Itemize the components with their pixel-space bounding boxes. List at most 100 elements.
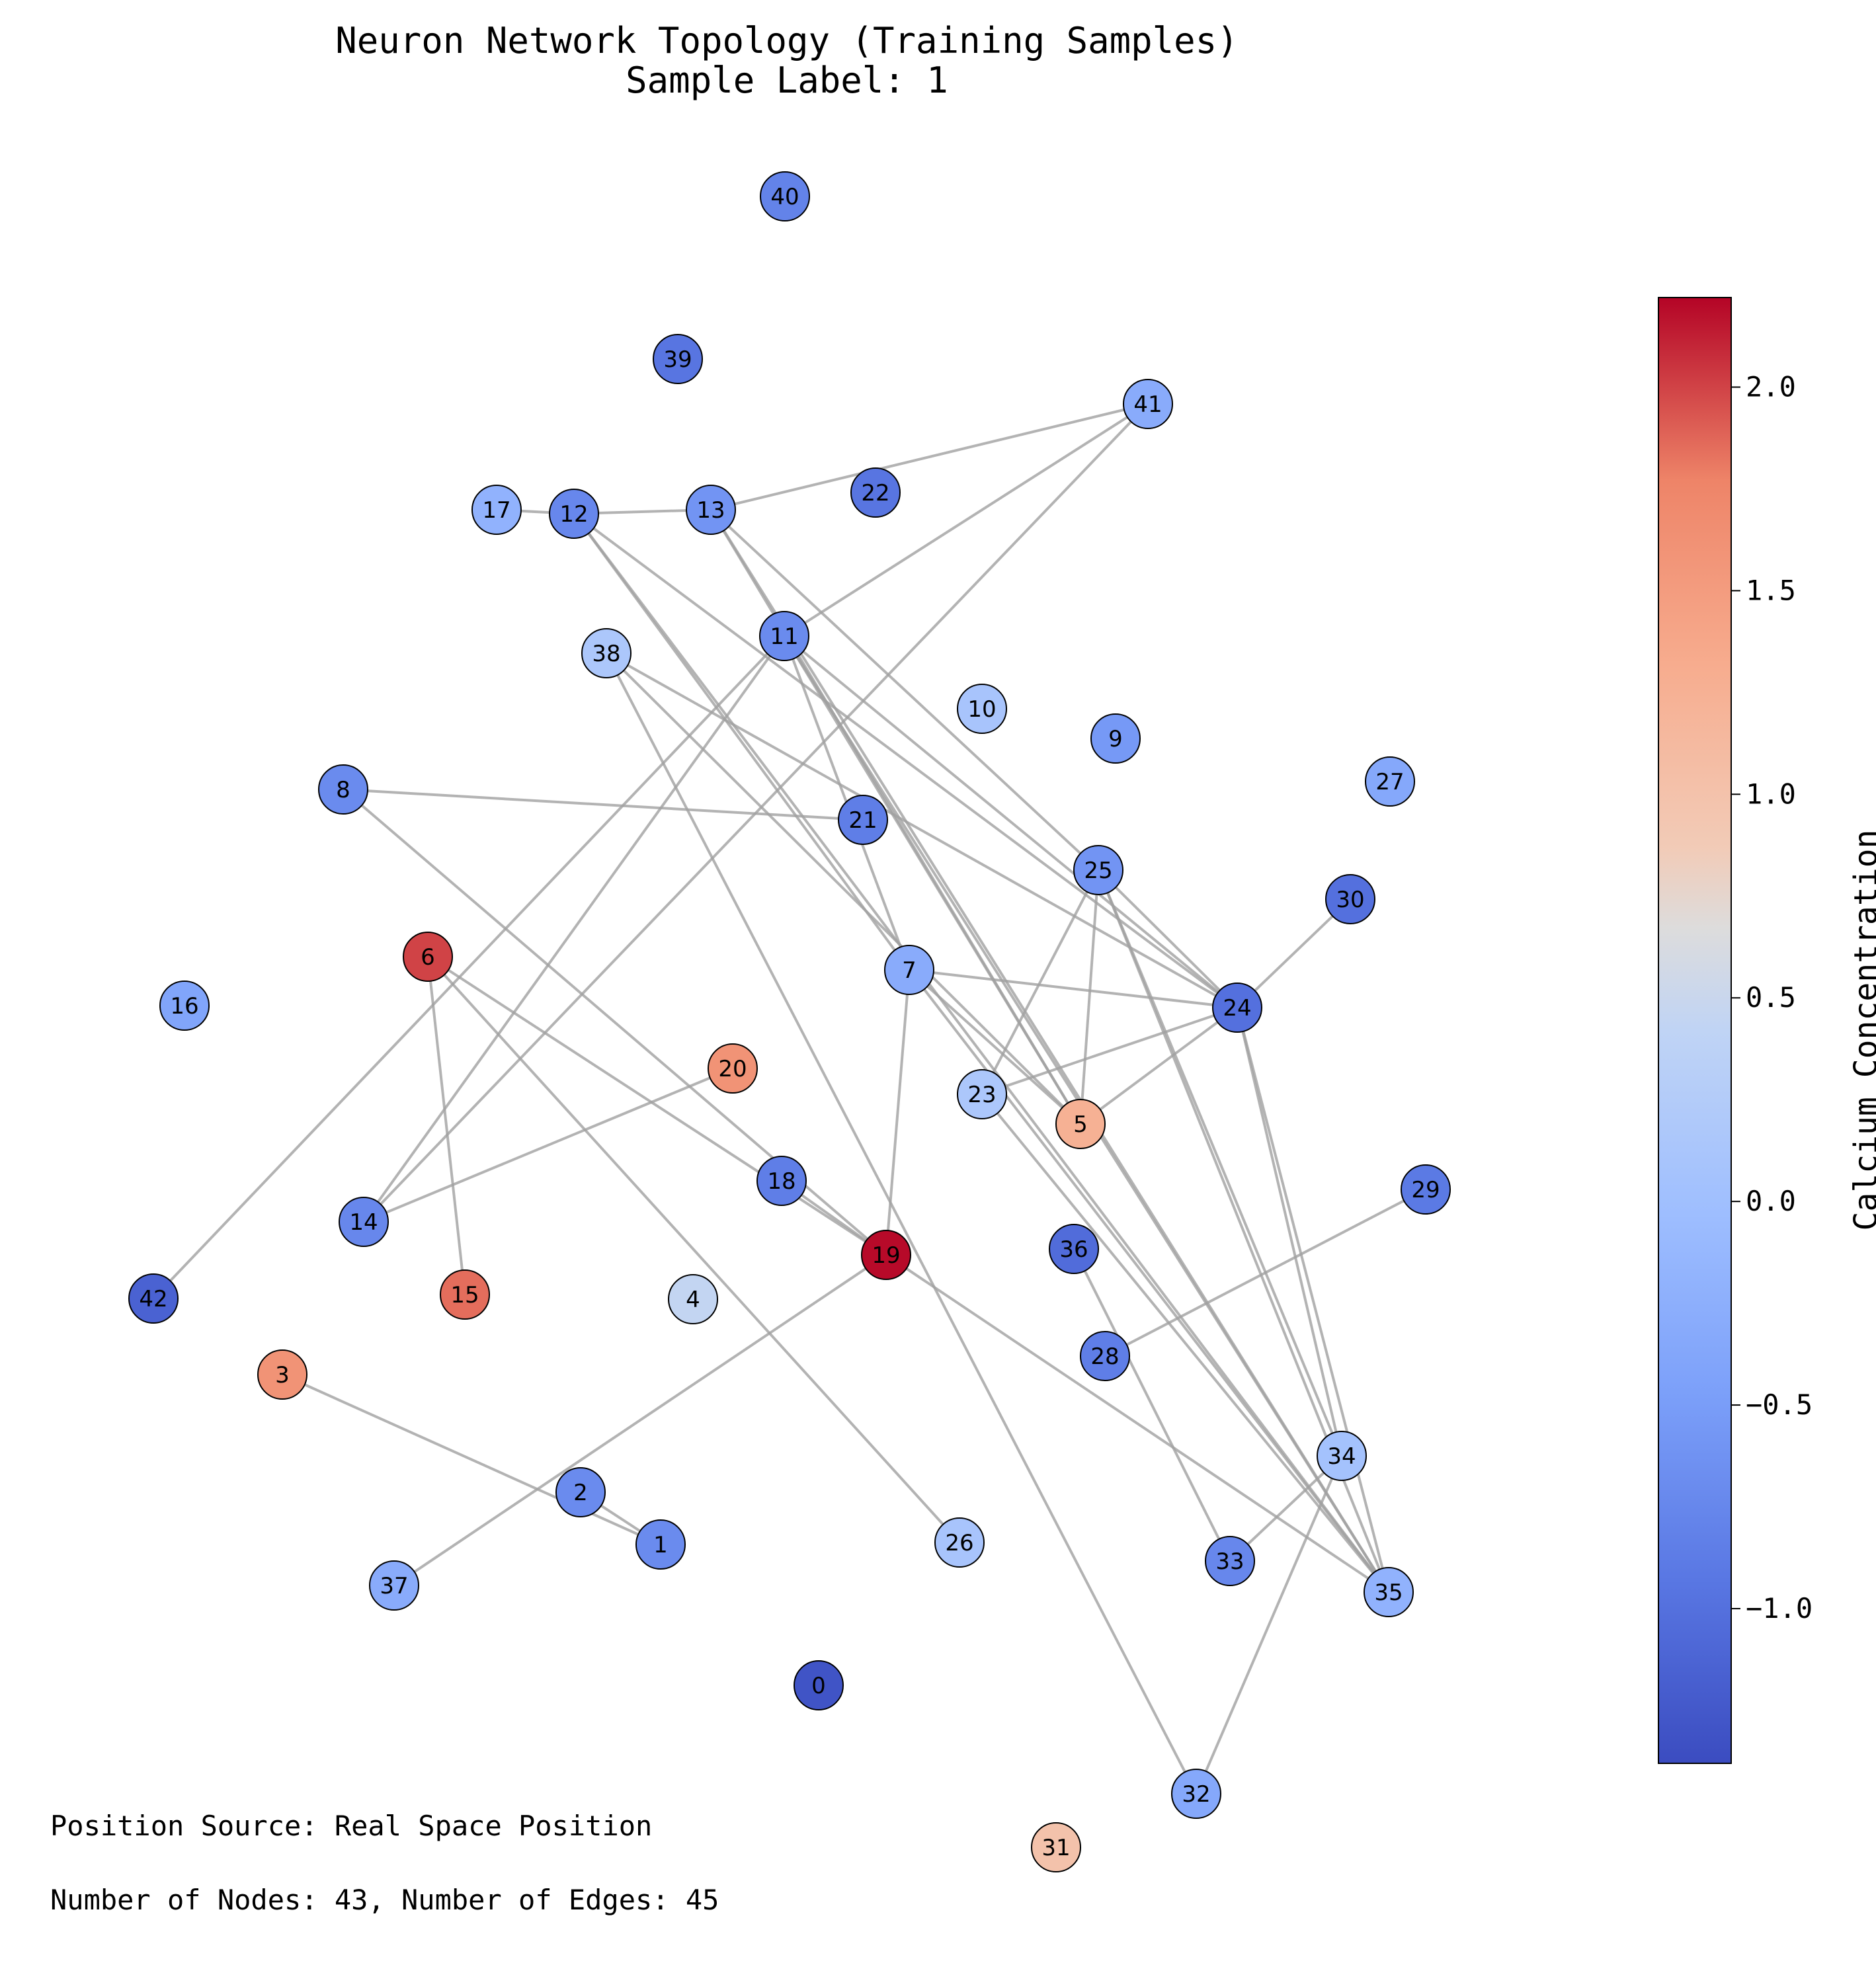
node-circle-3 (257, 1349, 307, 1400)
node-circle-35 (1364, 1567, 1414, 1617)
edge-25-23 (981, 869, 1100, 1095)
node-6: 6 (403, 932, 453, 982)
node-label-4: 4 (686, 1287, 700, 1313)
node-36: 36 (1049, 1224, 1099, 1274)
node-label-3: 3 (275, 1362, 290, 1388)
node-label-17: 17 (482, 497, 510, 524)
node-4: 4 (668, 1274, 718, 1324)
node-label-30: 30 (1336, 887, 1364, 913)
node-label-23: 23 (967, 1082, 996, 1108)
node-circle-31 (1031, 1822, 1081, 1872)
node-circle-33 (1205, 1536, 1255, 1586)
edge-7-35 (908, 969, 1390, 1593)
node-label-12: 12 (559, 501, 588, 528)
node-circle-14 (339, 1197, 389, 1247)
node-3: 3 (257, 1349, 307, 1400)
node-label-38: 38 (592, 641, 620, 667)
edge-24-30 (1236, 898, 1352, 1009)
chart-title-line1: Neuron Network Topology (Training Sample… (335, 20, 1238, 61)
node-circle-15 (440, 1269, 490, 1320)
node-29: 29 (1401, 1164, 1451, 1215)
node-15: 15 (440, 1269, 490, 1320)
chart-title-line2: Sample Label: 1 (626, 60, 948, 101)
colorbar-tick-label: 2.0 (1746, 370, 1796, 403)
node-label-1: 1 (653, 1532, 668, 1558)
edge-38-5 (605, 652, 1082, 1125)
node-label-19: 19 (872, 1242, 900, 1269)
node-9: 9 (1090, 713, 1141, 764)
node-label-13: 13 (696, 497, 725, 524)
edge-13-41 (710, 403, 1149, 511)
edge-25-34 (1097, 869, 1343, 1457)
node-edge-count-text: Number of Nodes: 43, Number of Edges: 45 (50, 1884, 719, 1916)
node-label-7: 7 (902, 957, 917, 984)
edge-12-24 (573, 512, 1239, 1009)
node-circle-1 (635, 1519, 686, 1570)
edge-7-5 (908, 969, 1082, 1125)
node-circle-8 (318, 764, 368, 815)
node-circle-34 (1317, 1431, 1367, 1481)
colorbar-tick-label: −0.5 (1746, 1388, 1813, 1421)
node-circle-38 (581, 628, 632, 678)
edge-3-1 (282, 1373, 661, 1546)
node-label-27: 27 (1375, 769, 1404, 795)
node-1: 1 (635, 1519, 686, 1570)
node-label-20: 20 (718, 1056, 747, 1082)
node-circle-22 (850, 467, 901, 518)
edge-23-35 (981, 1093, 1390, 1593)
node-12: 12 (549, 489, 599, 539)
node-14: 14 (339, 1197, 389, 1247)
node-21: 21 (838, 795, 888, 845)
node-8: 8 (318, 764, 368, 815)
node-circle-4 (668, 1274, 718, 1324)
colorbar-tick-label: 1.5 (1746, 574, 1796, 606)
node-circle-25 (1073, 845, 1123, 895)
node-22: 22 (850, 467, 901, 518)
node-circle-42 (128, 1273, 179, 1324)
node-18: 18 (756, 1156, 807, 1206)
edge-24-23 (981, 1006, 1238, 1096)
node-10: 10 (957, 684, 1007, 734)
node-circle-17 (471, 485, 522, 535)
edge-36-33 (1073, 1248, 1231, 1562)
colorbar-gradient (1658, 297, 1732, 1764)
node-19: 19 (861, 1230, 911, 1280)
node-20: 20 (708, 1043, 758, 1094)
node-25: 25 (1073, 845, 1123, 895)
edge-33-34 (1229, 1455, 1343, 1562)
edge-24-34 (1236, 1007, 1343, 1457)
node-label-8: 8 (336, 777, 350, 803)
node-label-29: 29 (1411, 1177, 1440, 1203)
node-label-16: 16 (170, 993, 198, 1020)
node-circle-37 (369, 1560, 419, 1611)
node-17: 17 (471, 485, 522, 535)
edge-7-24 (909, 969, 1238, 1009)
node-26: 26 (934, 1517, 985, 1568)
edge-12-35 (573, 512, 1390, 1593)
node-circle-24 (1212, 982, 1262, 1033)
node-circle-5 (1055, 1099, 1106, 1149)
node-11: 11 (759, 611, 809, 661)
node-circle-13 (686, 485, 736, 535)
edge-25-5 (1079, 869, 1100, 1125)
node-label-10: 10 (967, 696, 996, 723)
edge-11-5 (783, 635, 1082, 1125)
node-label-39: 39 (663, 346, 692, 373)
colorbar-tick-label: 0.5 (1746, 981, 1796, 1014)
node-42: 42 (128, 1273, 179, 1324)
edge-6-19 (427, 955, 887, 1256)
node-circle-40 (760, 171, 810, 221)
node-circle-29 (1401, 1164, 1451, 1215)
node-circle-12 (549, 489, 599, 539)
edge-19-35 (885, 1254, 1390, 1593)
edge-24-35 (1236, 1007, 1390, 1593)
node-label-18: 18 (767, 1168, 795, 1195)
node-27: 27 (1365, 756, 1415, 807)
node-label-5: 5 (1073, 1111, 1088, 1138)
colorbar: −1.0 −0.5 0.0 0.5 1.0 1.5 2.0 Calcium Concentr… (1658, 297, 1876, 1764)
node-30: 30 (1325, 874, 1375, 924)
node-label-9: 9 (1108, 726, 1123, 752)
edge-6-26 (427, 955, 961, 1544)
node-5: 5 (1055, 1099, 1106, 1149)
node-label-34: 34 (1327, 1443, 1356, 1470)
